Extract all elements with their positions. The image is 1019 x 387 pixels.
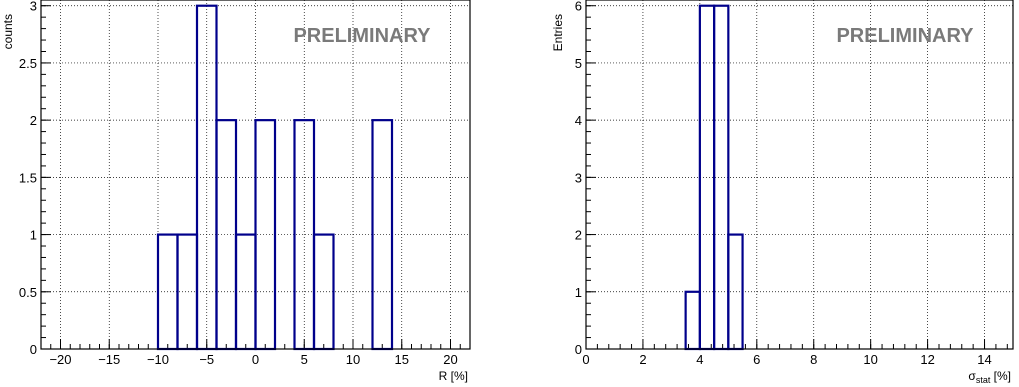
left-histogram-panel: −20 −15 −10 −5 0 5 10 15 20 0 0.5 1 1.5 2 2.5 3 PRELIMIN… (1, 0, 471, 383)
plot-frame (40, 0, 471, 350)
x-tick-label: 10 (863, 352, 877, 367)
y-tick-label: 0 (575, 342, 582, 357)
x-tick-label: −5 (199, 352, 214, 367)
preliminary-watermark: PRELIMINARY (836, 25, 974, 47)
y-tick-label: 4 (575, 113, 582, 128)
x-tick-label: −10 (147, 352, 169, 367)
x-axis-title: σstat [%] (968, 369, 1011, 385)
preliminary-watermark: PRELIMINARY (293, 25, 431, 47)
x-tick-label: 8 (810, 352, 817, 367)
x-axis-title: R [%] (439, 369, 468, 383)
x-tick-label: 10 (346, 352, 360, 367)
x-tick-label: −15 (98, 352, 120, 367)
x-tick-label: 20 (443, 352, 457, 367)
histogram-bin (684, 290, 701, 351)
x-tick-label: 12 (920, 352, 934, 367)
y-tick-label: 2 (30, 113, 37, 128)
y-tick-label: 0.5 (19, 285, 37, 300)
y-tick-label: 1.5 (19, 170, 37, 185)
y-tick-label: 6 (575, 0, 582, 14)
y-tick-label: 0 (30, 342, 37, 357)
x-tick-label: 14 (977, 352, 991, 367)
y-tick-label: 2.5 (19, 56, 37, 71)
y-tick-label: 2 (575, 228, 582, 243)
x-tick-label: 0 (582, 352, 589, 367)
x-tick-label: −20 (49, 352, 71, 367)
y-tick-label: 5 (575, 56, 582, 71)
y-axis-title: counts (1, 14, 15, 49)
x-tick-label: 15 (395, 352, 409, 367)
y-tick-label: 1 (575, 285, 582, 300)
right-histogram-panel: 0 2 4 6 8 10 12 140123456PRELIMINARYEntriesσsta… (551, 0, 1014, 385)
x-tick-label: 4 (696, 352, 703, 367)
x-tick-label: 2 (639, 352, 646, 367)
y-axis-title: Entries (551, 14, 565, 51)
y-tick-label: 3 (575, 170, 582, 185)
y-tick-label: 1 (30, 228, 37, 243)
x-tick-label: 0 (252, 352, 259, 367)
x-tick-label: 6 (753, 352, 760, 367)
x-tick-label: 5 (301, 352, 308, 367)
plot-frame (585, 0, 1014, 350)
y-tick-label: 3 (30, 0, 37, 14)
